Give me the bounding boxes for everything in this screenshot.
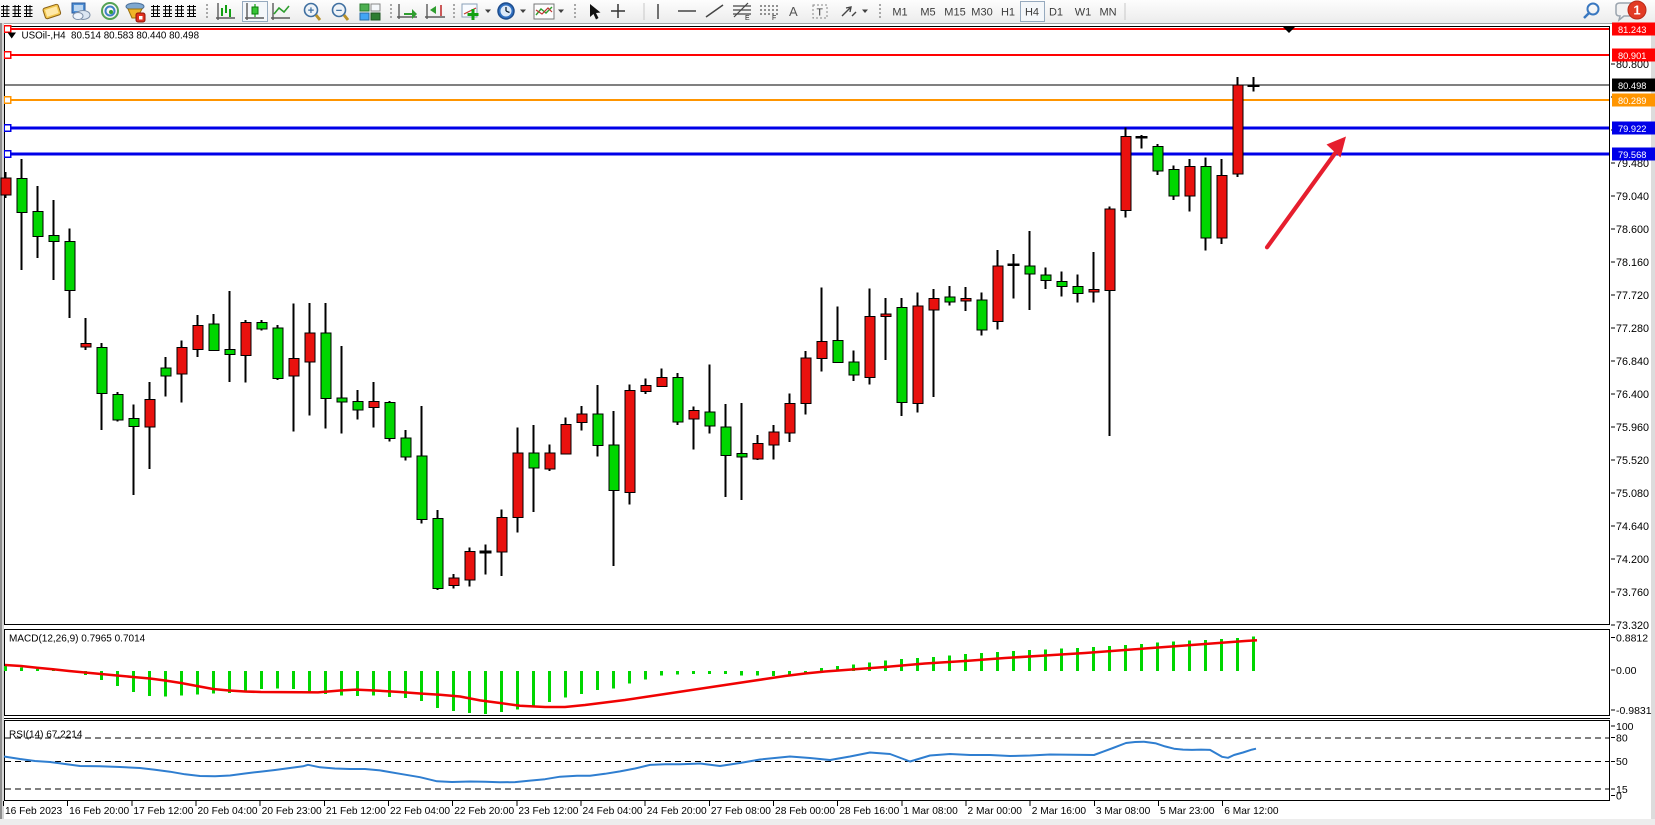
svg-text:79.922: 79.922 (1618, 124, 1646, 134)
svg-text:22 Feb 20:00: 22 Feb 20:00 (454, 806, 514, 817)
svg-text:80.498: 80.498 (1618, 81, 1646, 91)
svg-text:77.720: 77.720 (1616, 290, 1649, 302)
svg-text:M15: M15 (944, 7, 965, 19)
svg-text:74.640: 74.640 (1616, 521, 1649, 533)
svg-text:75.520: 75.520 (1616, 455, 1649, 467)
svg-text:74.200: 74.200 (1616, 554, 1649, 566)
svg-text:79.568: 79.568 (1618, 150, 1646, 160)
svg-text:75.960: 75.960 (1616, 422, 1649, 434)
svg-text:15: 15 (1616, 784, 1628, 796)
svg-text:28 Feb 00:00: 28 Feb 00:00 (775, 806, 835, 817)
svg-text:M5: M5 (920, 7, 935, 19)
svg-text:M30: M30 (971, 7, 992, 19)
svg-text:USOil-,H4 80.514 80.583 80.44: USOil-,H4 80.514 80.583 80.440 80.498 (22, 30, 200, 41)
svg-text:80.289: 80.289 (1618, 96, 1646, 106)
svg-text:H1: H1 (1001, 7, 1015, 19)
svg-text:6 Mar 12:00: 6 Mar 12:00 (1224, 806, 1279, 817)
svg-text:A: A (789, 4, 798, 19)
svg-text:−: − (336, 5, 342, 17)
svg-text:D1: D1 (1049, 7, 1063, 19)
svg-text:73.320: 73.320 (1616, 620, 1649, 632)
svg-text:0: 0 (1616, 790, 1622, 802)
svg-text:1: 1 (1633, 3, 1640, 18)
svg-text:28 Feb 16:00: 28 Feb 16:00 (839, 806, 899, 817)
svg-text:M1: M1 (892, 7, 907, 19)
svg-text:80.901: 80.901 (1618, 51, 1646, 61)
svg-text:75.080: 75.080 (1616, 488, 1649, 500)
svg-text:24 Feb 20:00: 24 Feb 20:00 (647, 806, 707, 817)
svg-text:100: 100 (1616, 721, 1634, 733)
svg-text:80.800: 80.800 (1616, 59, 1649, 71)
svg-text:0.8812: 0.8812 (1616, 632, 1648, 644)
svg-text:H4: H4 (1025, 7, 1039, 19)
svg-text:73.760: 73.760 (1616, 587, 1649, 599)
svg-text:79.040: 79.040 (1616, 191, 1649, 203)
svg-text:MACD(12,26,9) 0.7965 0.7014: MACD(12,26,9) 0.7965 0.7014 (9, 634, 146, 645)
svg-text:5 Mar 23:00: 5 Mar 23:00 (1160, 806, 1215, 817)
svg-text:F: F (772, 15, 776, 22)
svg-text:20 Feb 23:00: 20 Feb 23:00 (262, 806, 322, 817)
svg-text:24 Feb 04:00: 24 Feb 04:00 (583, 806, 643, 817)
svg-text:23 Feb 12:00: 23 Feb 12:00 (518, 806, 578, 817)
svg-text:T: T (817, 7, 824, 19)
svg-text:78.600: 78.600 (1616, 224, 1649, 236)
svg-text:MN: MN (1099, 7, 1116, 19)
svg-text:27 Feb 08:00: 27 Feb 08:00 (711, 806, 771, 817)
svg-text:W1: W1 (1075, 7, 1092, 19)
svg-text:50: 50 (1616, 756, 1628, 768)
svg-text:3 Mar 08:00: 3 Mar 08:00 (1096, 806, 1151, 817)
svg-text:-0.9831: -0.9831 (1616, 705, 1652, 717)
svg-text:78.160: 78.160 (1616, 257, 1649, 269)
svg-text:2 Mar 00:00: 2 Mar 00:00 (968, 806, 1023, 817)
svg-text:76.840: 76.840 (1616, 356, 1649, 368)
svg-text:81.243: 81.243 (1618, 25, 1646, 35)
svg-text:RSI(14) 67.2214: RSI(14) 67.2214 (9, 730, 83, 741)
svg-text:16 Feb 2023: 16 Feb 2023 (5, 806, 63, 817)
svg-text:17 Feb 12:00: 17 Feb 12:00 (133, 806, 193, 817)
svg-text:16 Feb 20:00: 16 Feb 20:00 (69, 806, 129, 817)
svg-text:80: 80 (1616, 732, 1628, 744)
svg-text:76.400: 76.400 (1616, 389, 1649, 401)
svg-text:77.280: 77.280 (1616, 323, 1649, 335)
svg-text:0.00: 0.00 (1616, 665, 1637, 677)
svg-text:21 Feb 12:00: 21 Feb 12:00 (326, 806, 386, 817)
svg-text:1 Mar 08:00: 1 Mar 08:00 (903, 806, 958, 817)
svg-text:2 Mar 16:00: 2 Mar 16:00 (1032, 806, 1087, 817)
svg-text:E: E (745, 15, 750, 22)
svg-text:20 Feb 04:00: 20 Feb 04:00 (198, 806, 258, 817)
svg-text:+: + (308, 5, 314, 17)
svg-text:79.480: 79.480 (1616, 158, 1649, 170)
svg-text:22 Feb 04:00: 22 Feb 04:00 (390, 806, 450, 817)
